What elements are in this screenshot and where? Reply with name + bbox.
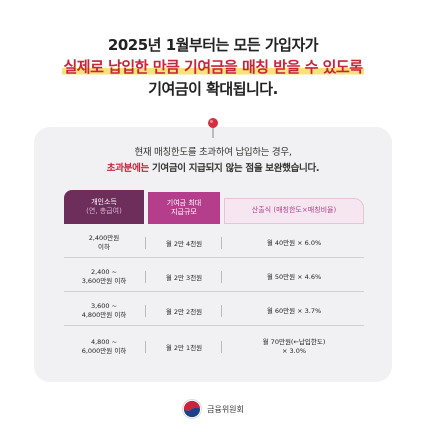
government-emblem-icon	[182, 399, 203, 419]
header-income-label: 개인소득	[91, 197, 117, 206]
table-row: 4,800 ~ 6,000만원 이하 월 2만 1천원 월 70만원(←납입한도…	[64, 332, 364, 362]
divider	[145, 271, 146, 283]
income-line1: 2,400만원	[88, 234, 120, 243]
divider	[221, 237, 222, 249]
income-cell: 3,600 ~ 4,800만원 이하	[64, 296, 144, 326]
max-cell: 월 2만 3천원	[165, 274, 203, 282]
divider	[221, 341, 222, 353]
headline-line2: 실제로 납입한 만큼 기여금을 매칭 받을 수 있도록	[0, 56, 426, 77]
row-divider	[64, 291, 364, 292]
income-line2: 6,000만원 이하	[81, 347, 127, 355]
max-cell: 월 2만 1천원	[165, 344, 203, 352]
table-row: 2,400 ~ 3,600만원 이하 월 2만 3천원 월 50만원 × 4.6…	[64, 262, 364, 292]
income-line1: 3,600 ~	[90, 302, 118, 311]
notice-line1: 현재 매칭한도를 초과하여 납입하는 경우,	[134, 147, 292, 158]
income-line1: 2,400 ~	[90, 268, 118, 277]
header-income-sub: (연, 총급여)	[86, 207, 122, 215]
headline-line1: 2025년 1월부터는 모든 가입자가	[107, 36, 319, 54]
headline-highlight: 실제로 납입한 만큼 기여금을 매칭 받을 수 있도록	[62, 58, 364, 76]
income-line2: 3,600만원 이하	[81, 277, 127, 285]
income-line2: 이하	[98, 243, 110, 251]
max-cell: 월 2만 2천원	[165, 308, 203, 316]
divider	[145, 237, 146, 249]
formula-line1: 월 60만원 × 3.7%	[266, 306, 322, 315]
formula-line1: 월 70만원(←납입한도)	[262, 338, 326, 347]
income-line1: 4,800 ~	[90, 338, 118, 347]
formula-line1: 월 50만원 × 4.6%	[266, 272, 322, 281]
divider	[221, 271, 222, 283]
table-row: 2,400만원 이하 월 2만 4천원 월 40만원 × 6.0%	[64, 228, 364, 258]
table-header-formula: 산출식 (매칭한도×매칭비율)	[224, 198, 364, 224]
formula-cell: 월 60만원 × 3.7%	[224, 296, 364, 326]
divider	[145, 341, 146, 353]
formula-cell: 월 70만원(←납입한도) × 3.0%	[224, 332, 364, 362]
table-row: 3,600 ~ 4,800만원 이하 월 2만 2천원 월 60만원 × 3.7…	[64, 296, 364, 326]
income-line2: 4,800만원 이하	[81, 311, 127, 319]
row-divider	[64, 257, 364, 258]
footer-org-name: 금융위원회	[207, 404, 244, 414]
table-header-income: 개인소득 (연, 총급여)	[64, 190, 144, 224]
row-divider	[64, 325, 364, 326]
formula-line1: 월 40만원 × 6.0%	[266, 238, 322, 247]
headline-line3: 기여금이 확대됩니다.	[148, 80, 278, 98]
formula-cell: 월 40만원 × 6.0%	[224, 228, 364, 258]
divider	[221, 305, 222, 317]
notice-line2: 초과분에는 기여금이 지급되지 않는 점을 보완했습니다.	[0, 160, 426, 174]
table-header-max: 기여금 최대 지급규모	[148, 192, 220, 224]
pushpin-icon	[208, 118, 218, 138]
info-panel	[34, 127, 392, 382]
header-max-line1: 기여금 최대	[166, 198, 202, 207]
formula-cell: 월 50만원 × 4.6%	[224, 262, 364, 292]
header-max-line2: 지급규모	[171, 208, 197, 216]
formula-line2: × 3.0%	[281, 347, 307, 355]
income-cell: 2,400만원 이하	[64, 228, 144, 258]
max-cell: 월 2만 4천원	[165, 240, 203, 248]
notice-rest: 기여금이 지급되지 않는 점을 보완했습니다.	[148, 163, 320, 174]
divider	[145, 305, 146, 317]
income-cell: 2,400 ~ 3,600만원 이하	[64, 262, 144, 292]
income-cell: 4,800 ~ 6,000만원 이하	[64, 332, 144, 362]
header-formula-label: 산출식 (매칭한도×매칭비율)	[251, 206, 337, 215]
footer: 금융위원회	[0, 399, 426, 419]
notice-highlight: 초과분에는	[106, 163, 150, 174]
